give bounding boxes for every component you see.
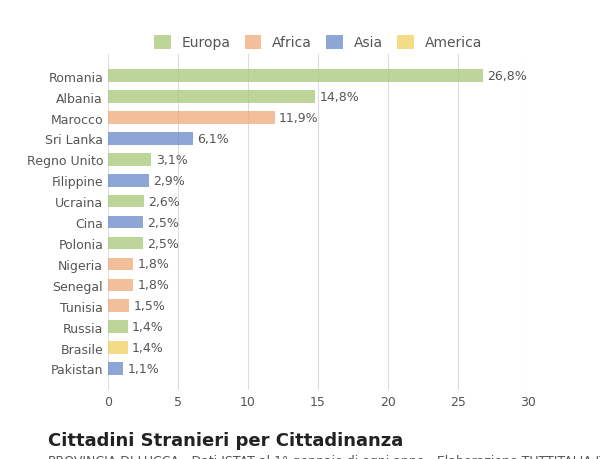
Bar <box>108 258 133 271</box>
Bar <box>108 279 133 291</box>
Bar <box>108 91 315 104</box>
Bar <box>108 216 143 229</box>
Text: PROVINCIA DI LUCCA - Dati ISTAT al 1° gennaio di ogni anno - Elaborazione TUTTIT: PROVINCIA DI LUCCA - Dati ISTAT al 1° ge… <box>48 454 600 459</box>
Text: 11,9%: 11,9% <box>279 112 319 125</box>
Bar <box>108 133 193 146</box>
Bar <box>108 321 128 333</box>
Text: 1,8%: 1,8% <box>137 258 169 271</box>
Bar <box>108 300 129 312</box>
Bar <box>108 154 151 166</box>
Text: 3,1%: 3,1% <box>155 154 187 167</box>
Text: Cittadini Stranieri per Cittadinanza: Cittadini Stranieri per Cittadinanza <box>48 431 403 449</box>
Text: 1,4%: 1,4% <box>132 341 164 354</box>
Text: 2,9%: 2,9% <box>153 174 185 187</box>
Bar <box>108 70 483 83</box>
Text: 1,4%: 1,4% <box>132 320 164 333</box>
Text: 1,8%: 1,8% <box>137 279 169 291</box>
Bar <box>108 174 149 187</box>
Bar <box>108 237 143 250</box>
Text: 2,6%: 2,6% <box>149 195 181 208</box>
Bar <box>108 112 275 124</box>
Text: 1,1%: 1,1% <box>128 362 160 375</box>
Text: 2,5%: 2,5% <box>147 216 179 229</box>
Bar <box>108 363 124 375</box>
Text: 26,8%: 26,8% <box>487 70 527 83</box>
Bar <box>108 341 128 354</box>
Text: 6,1%: 6,1% <box>197 133 229 146</box>
Text: 2,5%: 2,5% <box>147 237 179 250</box>
Legend: Europa, Africa, Asia, America: Europa, Africa, Asia, America <box>147 28 489 57</box>
Bar <box>108 196 145 208</box>
Text: 14,8%: 14,8% <box>319 91 359 104</box>
Text: 1,5%: 1,5% <box>133 300 165 313</box>
